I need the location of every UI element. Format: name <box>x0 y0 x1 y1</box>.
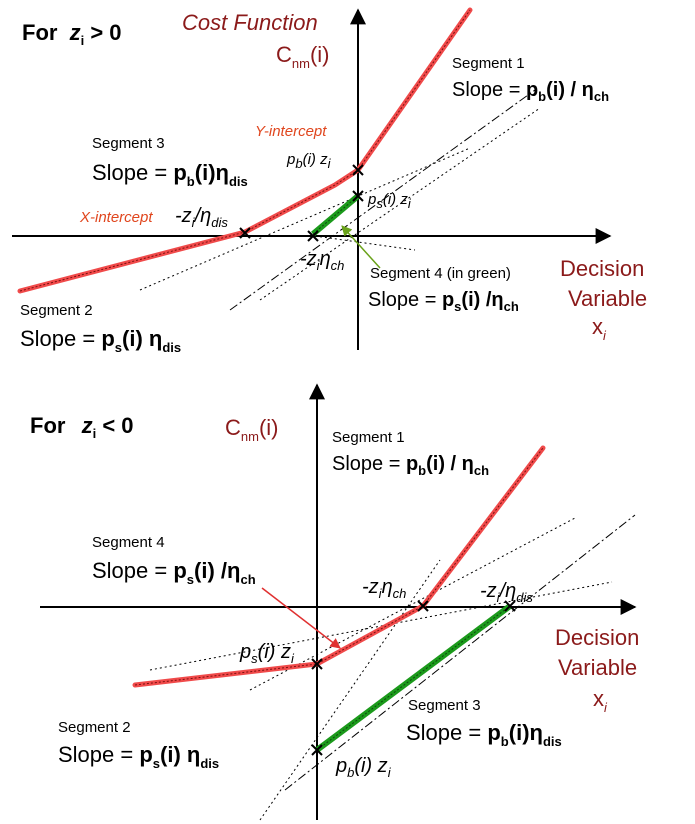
bottom-seg2-slope: Slope = ps(i) ηdis <box>58 742 219 771</box>
top-seg1-slope: Slope = pb(i) / ηch <box>452 79 609 104</box>
bottom-seg4-extension <box>249 517 576 691</box>
bottom-seg4-title: Segment 4 <box>92 534 165 551</box>
top-seg2-extension <box>314 235 416 251</box>
bottom-pb-z-label: pb(i) zi <box>335 755 392 780</box>
bottom-case-title: For zi < 0 <box>30 413 134 441</box>
top-ps-z-label: ps(i) zi <box>367 191 412 211</box>
top-pb-z-label: pb(i) zi <box>286 151 332 171</box>
top-seg1-title: Segment 1 <box>452 55 525 72</box>
top-x-intercept-label: X-intercept <box>79 209 153 226</box>
top-segment4-pointer <box>341 225 381 269</box>
bottom-neg-z-eta-ch: -ziηch <box>362 576 406 601</box>
top-marker-x-intercept <box>239 227 251 239</box>
bottom-decision-label: Decision <box>555 625 639 650</box>
bottom-marker-pb-z <box>311 744 323 756</box>
top-y-intercept-label: Y-intercept <box>255 123 327 140</box>
bottom-segment4-pointer <box>261 587 341 649</box>
top-neg-z-eta-ch: -ziηch <box>300 248 344 273</box>
top-seg3-title: Segment 3 <box>92 135 165 152</box>
bottom-seg4-slope: Slope = ps(i) /ηch <box>92 558 256 587</box>
bottom-panel: For zi < 0 Cnm(i) Segment 1 Slope = pb(i… <box>30 383 639 821</box>
top-case-title: For zi > 0 <box>22 20 122 48</box>
top-panel: For zi > 0 Cost Function Cnm(i) Segment … <box>12 7 647 355</box>
bottom-seg3-extension <box>284 514 636 791</box>
top-seg4-extension <box>259 107 541 301</box>
bottom-seg1-slope: Slope = pb(i) / ηch <box>332 453 489 478</box>
bottom-marker-ps-z <box>311 658 323 670</box>
bottom-seg1-extension <box>259 559 441 821</box>
top-variable-label: Variable <box>568 286 647 311</box>
bottom-marker-neg-z-eta-dis <box>504 600 516 612</box>
top-cost-symbol: Cnm(i) <box>276 42 330 71</box>
bottom-ps-z-label: ps(i) zi <box>239 641 295 666</box>
bottom-cost-symbol: Cnm(i) <box>225 415 279 444</box>
bottom-seg1-title: Segment 1 <box>332 429 405 446</box>
top-marker-neg-z-eta-ch <box>307 230 319 242</box>
top-decision-label: Decision <box>560 256 644 281</box>
top-cost-curve-core <box>19 9 471 292</box>
top-neg-z-eta-dis: -zi/ηdis <box>175 205 228 230</box>
top-seg2-slope: Slope = ps(i) ηdis <box>20 326 181 355</box>
bottom-variable-label: Variable <box>558 655 637 680</box>
bottom-seg3-slope: Slope = pb(i)ηdis <box>406 720 562 749</box>
bottom-segment3-green-core <box>316 605 511 751</box>
top-seg2-title: Segment 2 <box>20 302 93 319</box>
bottom-seg2-title: Segment 2 <box>58 719 131 736</box>
top-seg3-slope: Slope = pb(i)ηdis <box>92 160 248 189</box>
top-marker-y-intercept <box>352 164 364 176</box>
top-cost-function-label: Cost Function <box>182 10 318 35</box>
top-seg1-extension <box>229 89 536 311</box>
bottom-neg-z-eta-dis: -zi/ηdis <box>480 580 533 605</box>
top-marker-ps-z <box>352 190 364 202</box>
bottom-seg3-title: Segment 3 <box>408 697 481 714</box>
bottom-x-var: xi <box>593 686 608 715</box>
top-x-var: xi <box>592 314 607 343</box>
bottom-seg2-extension <box>149 581 613 671</box>
top-segment4-green-core <box>312 195 359 235</box>
top-seg4-slope: Slope = ps(i) /ηch <box>368 289 519 314</box>
bottom-cost-curve <box>132 445 546 688</box>
bottom-marker-neg-z-eta-ch <box>417 600 429 612</box>
top-seg4-title: Segment 4 (in green) <box>370 265 511 282</box>
top-cost-curve <box>17 7 473 294</box>
